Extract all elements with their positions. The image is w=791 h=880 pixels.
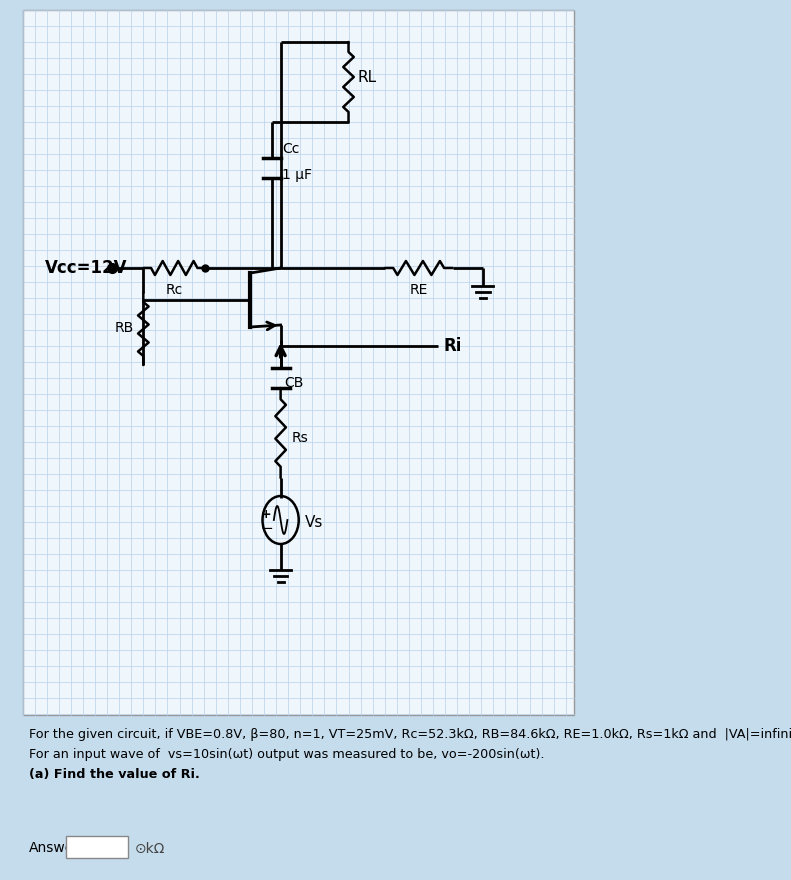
Text: RB: RB xyxy=(115,321,134,335)
Bar xyxy=(66,836,128,858)
Text: RE: RE xyxy=(410,283,428,297)
Text: For an input wave of  vs=10sin(ωt) output was measured to be, vo=-200sin(ωt).: For an input wave of vs=10sin(ωt) output… xyxy=(28,748,544,761)
Bar xyxy=(23,10,574,715)
Text: Vcc=12V: Vcc=12V xyxy=(45,259,128,277)
Text: Rc: Rc xyxy=(165,283,183,297)
Text: Rs: Rs xyxy=(291,431,308,445)
Text: RL: RL xyxy=(358,70,377,84)
Text: Vs: Vs xyxy=(305,515,324,530)
Text: CB: CB xyxy=(285,376,304,390)
Text: Ri: Ri xyxy=(444,337,462,355)
Text: −: − xyxy=(260,520,273,536)
Text: For the given circuit, if VBE=0.8V, β=80, n=1, VT=25mV, Rc=52.3kΩ, RB=84.6kΩ, RE: For the given circuit, if VBE=0.8V, β=80… xyxy=(28,728,791,741)
Text: (a) Find the value of Ri.: (a) Find the value of Ri. xyxy=(28,768,199,781)
Text: ⊙kΩ: ⊙kΩ xyxy=(134,842,165,856)
Text: Answer:: Answer: xyxy=(28,841,84,855)
Text: +: + xyxy=(261,508,271,520)
Text: 1 μF: 1 μF xyxy=(282,168,312,182)
Text: Cc: Cc xyxy=(282,142,300,156)
